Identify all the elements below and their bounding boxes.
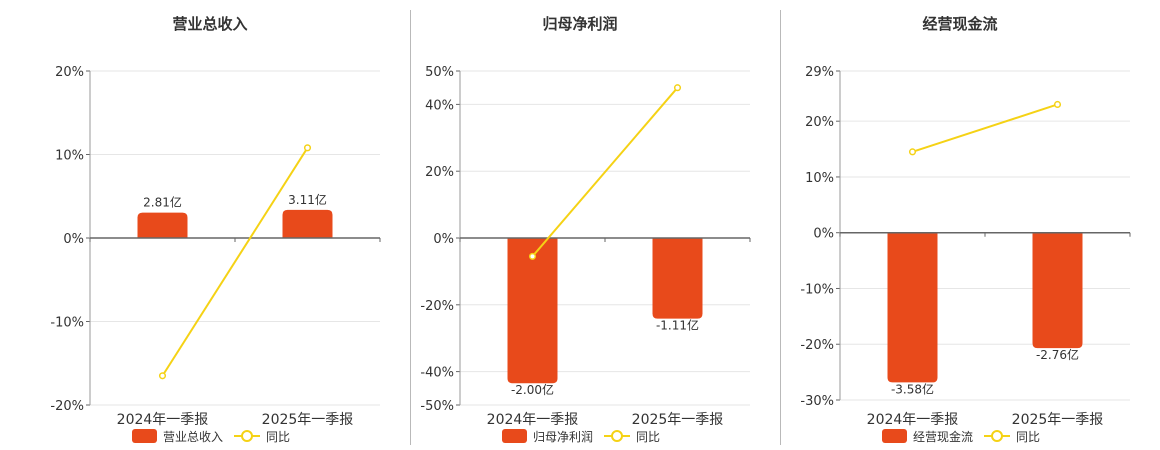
legend-bar-label: 营业总收入 <box>163 430 223 444</box>
yoy-point <box>158 372 167 380</box>
chart-title: 归母净利润 <box>542 15 617 33</box>
bar <box>282 209 333 238</box>
bar <box>652 238 703 319</box>
bar-value-label: -2.76亿 <box>1036 347 1079 362</box>
legend: 经营现金流 同比 <box>882 429 1040 444</box>
x-tick-label: 2024年一季报 <box>487 412 579 428</box>
y-tick-label: -50% <box>420 399 454 414</box>
y-tick-label: -20% <box>50 399 84 414</box>
yoy-line <box>912 103 1058 153</box>
x-tick-label: 2024年一季报 <box>867 412 959 428</box>
chart-2: 归母净利润 -50% -40% -20% 0% 20% 40% 50% -2.00亿 -1.11亿… <box>420 15 751 444</box>
legend: 营业总收入 同比 <box>132 429 290 444</box>
yoy-line <box>161 147 309 377</box>
chart-3: 经营现金流 -30% -20% -10% 0% 10% 20% 29% -3.58亿 -2.76亿… <box>800 15 1131 444</box>
legend-bar-swatch <box>502 429 527 443</box>
bar-value-label: 2.81亿 <box>143 195 182 210</box>
y-tick-label: 40% <box>425 98 454 113</box>
y-tick-label: 50% <box>425 65 454 80</box>
legend-line-marker <box>991 430 1003 442</box>
legend: 归母净利润 同比 <box>502 429 660 444</box>
bar <box>137 212 188 238</box>
y-tick-label: -20% <box>420 299 454 314</box>
legend-line-label: 同比 <box>636 430 660 444</box>
divider-left <box>410 10 411 445</box>
yoy-point <box>1053 100 1062 109</box>
legend-line-label: 同比 <box>1016 430 1040 444</box>
y-tick-label: 0% <box>433 232 454 247</box>
legend-line-marker <box>611 430 623 442</box>
y-tick-label: 20% <box>55 65 84 80</box>
legend-line-marker <box>241 430 253 442</box>
chart-title: 营业总收入 <box>172 15 247 33</box>
y-tick-label: -10% <box>50 316 84 331</box>
divider-right <box>780 10 781 445</box>
bar <box>1032 232 1083 349</box>
x-tick-label: 2024年一季报 <box>117 412 209 428</box>
chart-1: 营业总收入 -20% -10% 0% 10% 20% 2.81亿 3.11亿 2024年一季报 2… <box>50 15 381 444</box>
y-tick-label: 20% <box>805 115 834 130</box>
yoy-point <box>303 144 312 152</box>
y-tick-label: 29% <box>805 65 834 80</box>
yoy-point <box>528 252 537 260</box>
bar <box>507 238 558 384</box>
y-tick-label: 0% <box>813 227 834 242</box>
bar-value-label: -2.00亿 <box>511 382 554 397</box>
legend-bar-label: 经营现金流 <box>913 429 973 444</box>
chart-title: 经营现金流 <box>922 15 997 33</box>
x-tick-label: 2025年一季报 <box>262 412 354 428</box>
y-tick-label: 20% <box>425 165 454 180</box>
x-tick-label: 2025年一季报 <box>1012 412 1104 428</box>
bar <box>887 232 938 383</box>
y-tick-label: -10% <box>800 282 834 297</box>
yoy-point <box>673 84 682 92</box>
y-tick-label: -30% <box>800 394 834 409</box>
yoy-point <box>908 148 917 156</box>
legend-bar-swatch <box>882 429 907 443</box>
y-tick-label: 0% <box>63 232 84 247</box>
yoy-line <box>531 87 679 258</box>
y-tick-label: -20% <box>800 338 834 353</box>
bar-value-label: -3.58亿 <box>891 381 934 396</box>
bar-value-label: -1.11亿 <box>656 318 699 333</box>
y-tick-label: -40% <box>420 366 454 381</box>
legend-line-label: 同比 <box>266 430 290 444</box>
bar-value-label: 3.11亿 <box>288 192 327 207</box>
x-tick-label: 2025年一季报 <box>632 412 724 428</box>
y-tick-label: 10% <box>805 171 834 186</box>
legend-bar-swatch <box>132 429 157 443</box>
y-tick-label: 10% <box>55 149 84 164</box>
legend-bar-label: 归母净利润 <box>533 430 593 444</box>
